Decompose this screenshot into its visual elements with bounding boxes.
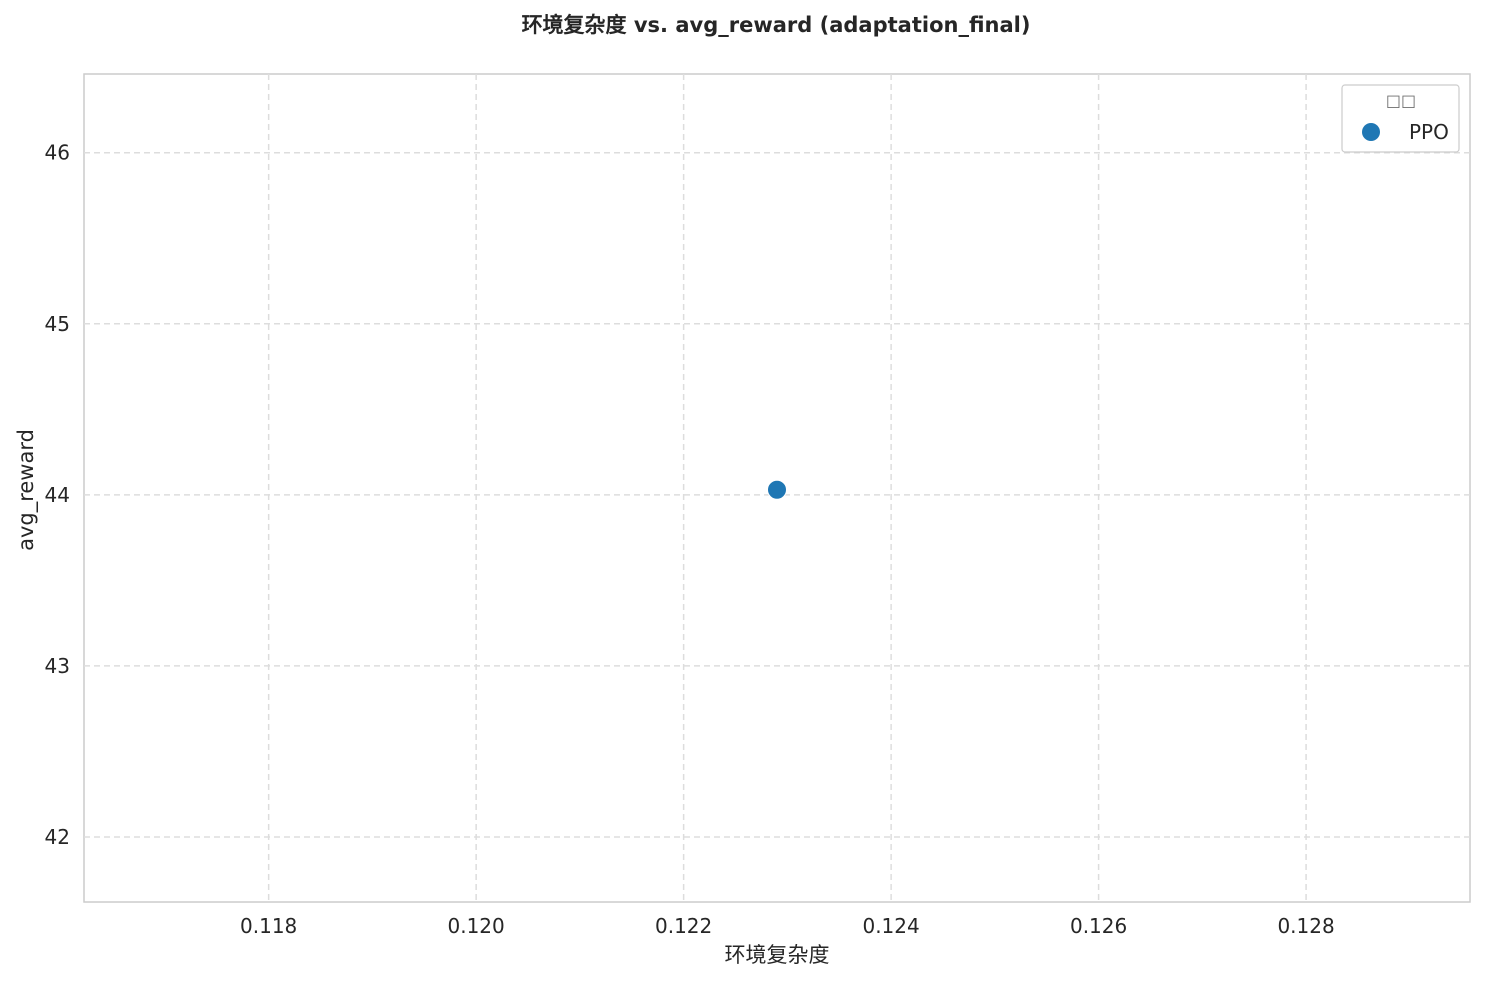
x-axis-label: 环境复杂度 [725, 943, 830, 967]
legend-marker-ppo [1362, 123, 1380, 141]
y-tick-label: 45 [45, 312, 70, 336]
legend: □□ PPO [1341, 84, 1460, 153]
x-tick-label: 0.118 [240, 914, 297, 938]
legend-label-ppo: PPO [1409, 120, 1449, 144]
x-tick-label: 0.120 [448, 914, 505, 938]
y-tick-label: 42 [45, 825, 70, 849]
x-tick-labels: 0.118 0.120 0.122 0.124 0.126 0.128 [240, 914, 1335, 938]
y-tick-labels: 42 43 44 45 46 [45, 141, 70, 849]
data-point-ppo [767, 479, 787, 500]
x-tick-label: 0.122 [655, 914, 712, 938]
y-tick-label: 43 [45, 654, 70, 678]
y-tick-label: 44 [45, 483, 70, 507]
x-tick-label: 0.126 [1070, 914, 1127, 938]
chart-title: 环境复杂度 vs. avg_reward (adaptation_final) [522, 13, 1031, 37]
x-gridlines [267, 74, 1307, 902]
x-tick-label: 0.128 [1277, 914, 1334, 938]
data-points [767, 479, 787, 500]
y-tick-label: 46 [45, 141, 70, 165]
legend-title: □□ [1386, 91, 1416, 110]
y-axis-label: avg_reward [14, 429, 39, 551]
x-tick-label: 0.124 [862, 914, 919, 938]
